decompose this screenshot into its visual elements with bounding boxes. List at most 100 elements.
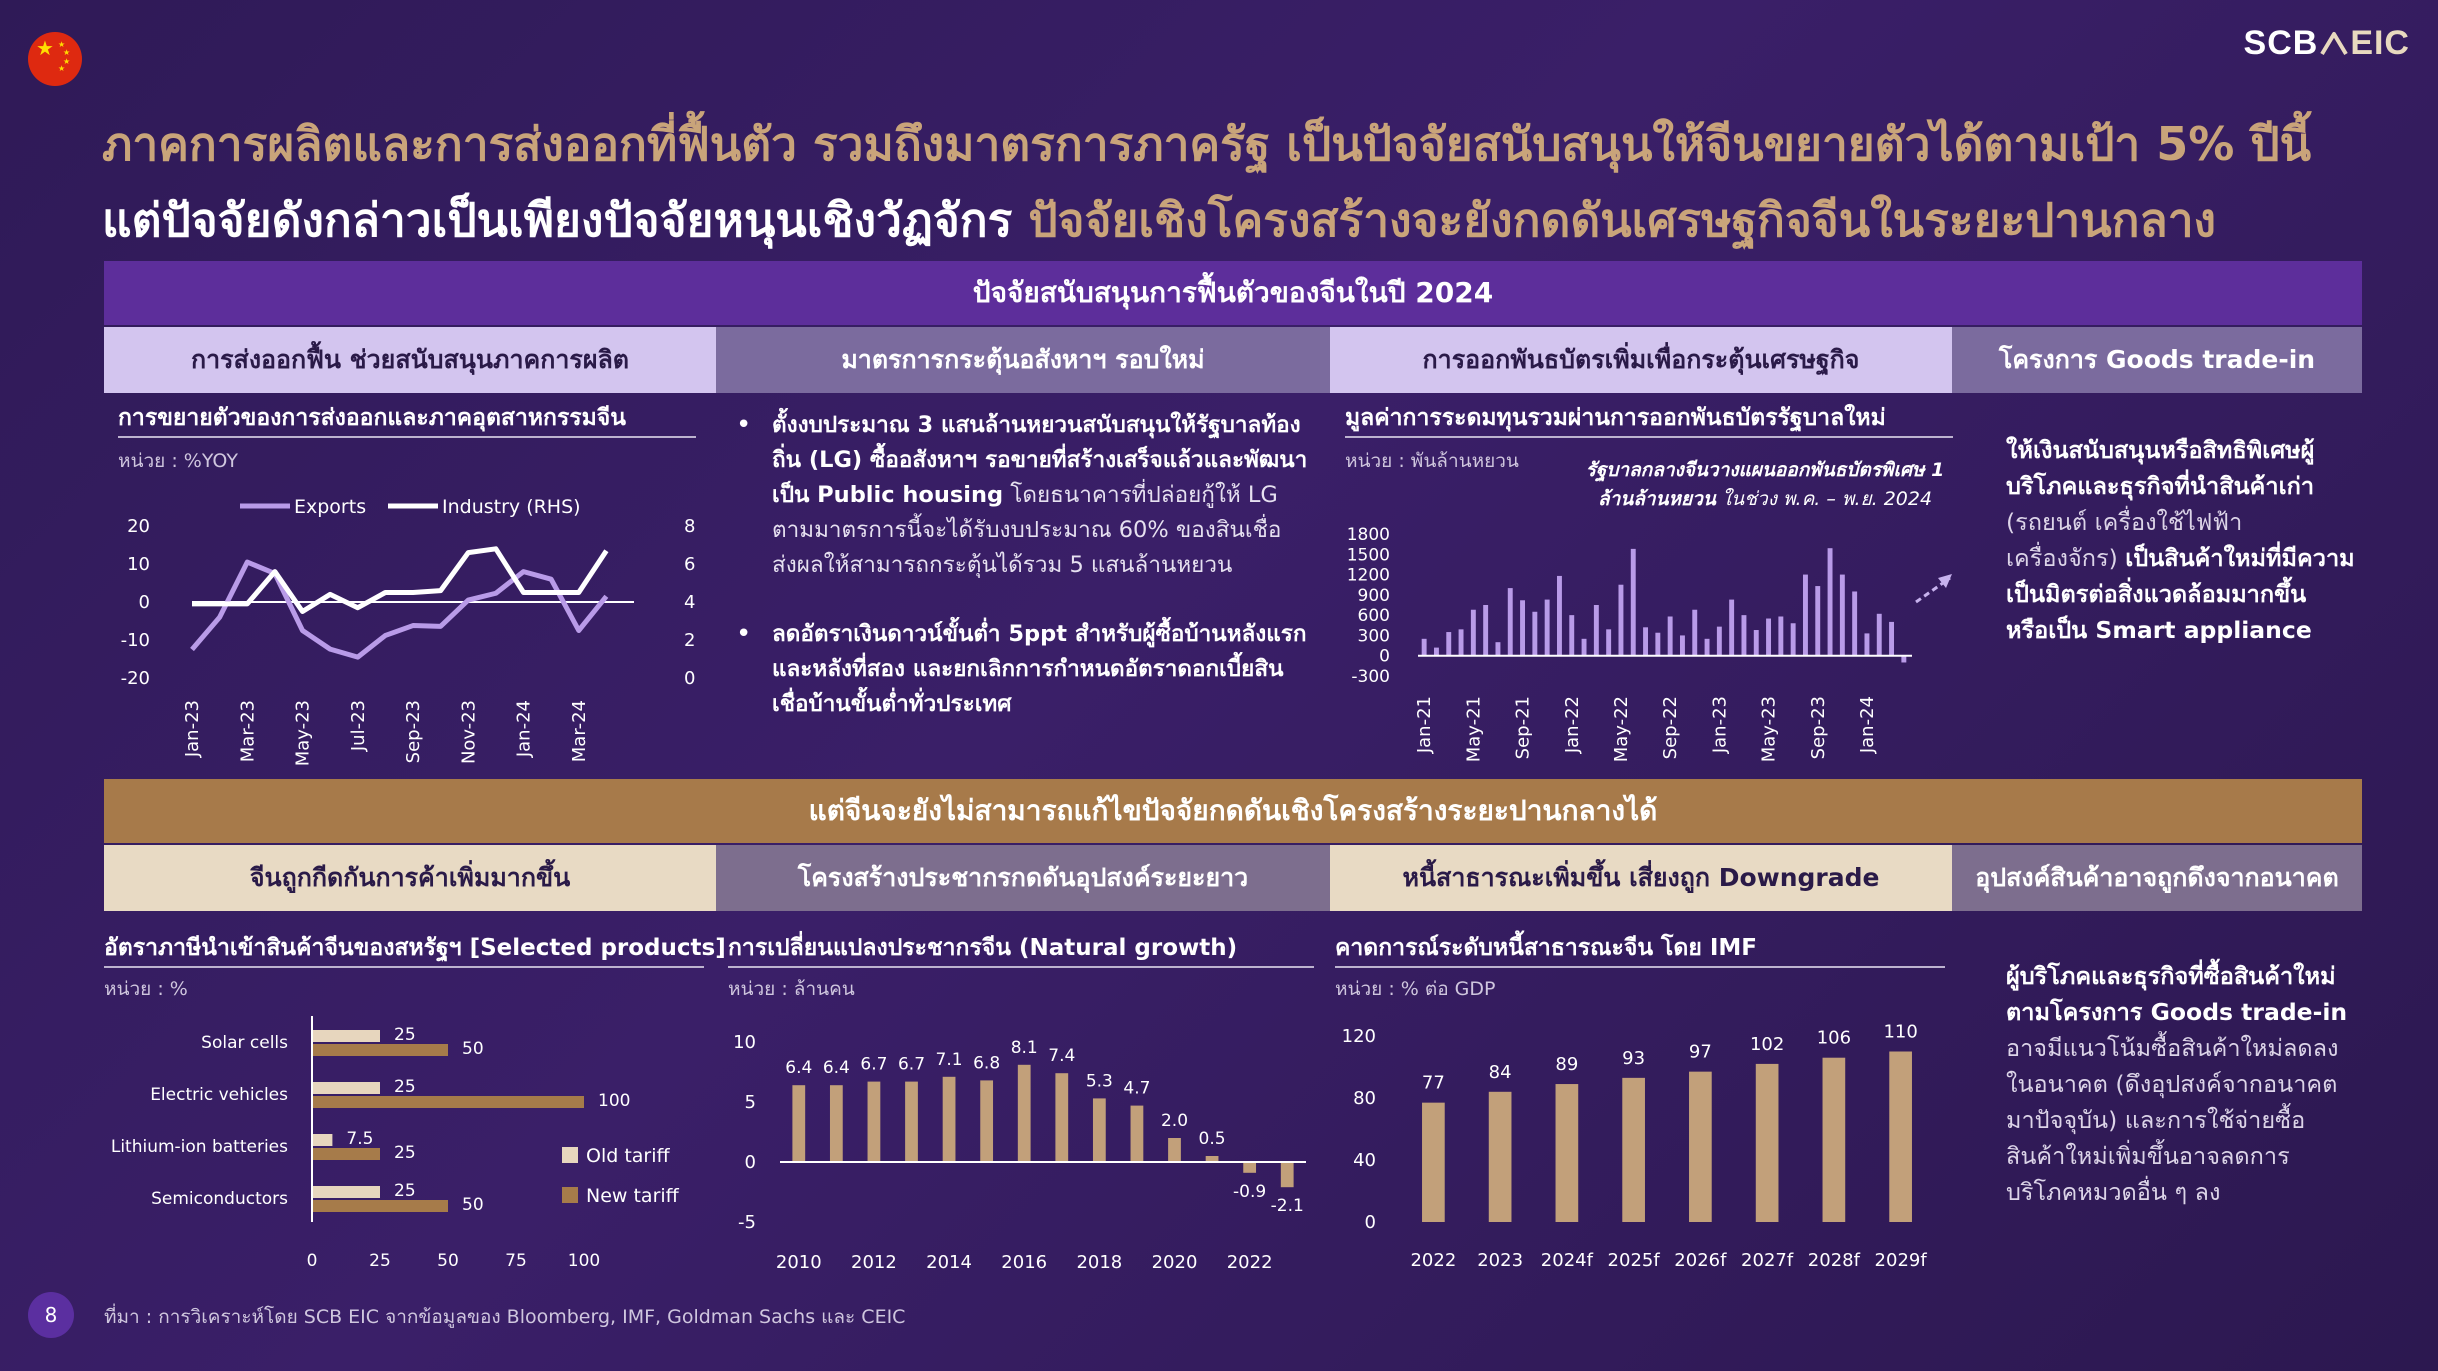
page-title-line1: ภาคการผลิตและการส่งออกที่ฟื้นตัว รวมถึงม…	[102, 117, 2312, 171]
population-chart-title: การเปลี่ยนแปลงประชากรจีน (Natural growth…	[728, 935, 1238, 961]
old-tariff-bar	[312, 1186, 380, 1198]
y-left-tick-label: 0	[139, 592, 150, 613]
bar-value-label: 25	[394, 1077, 416, 1097]
population-bar	[1168, 1138, 1181, 1162]
debt-bar	[1755, 1063, 1779, 1222]
exports-chart-unit: หน่วย : %YOY	[118, 450, 238, 472]
bond-bar	[1679, 635, 1685, 656]
x-tick-label: 50	[437, 1251, 459, 1271]
y-tick-label: 0	[1379, 647, 1390, 667]
x-tick-label: Sep-22	[1660, 696, 1681, 759]
property-measures: • ตั้งงบประมาณ 3 แสนล้านหยวนสนับสนุนให้ร…	[736, 408, 1316, 722]
bond-bar	[1495, 642, 1501, 656]
divider	[118, 436, 696, 438]
bar-value-label: 4.7	[1123, 1079, 1150, 1099]
bullet-text: ตั้งงบประมาณ 3 แสนล้านหยวนสนับสนุนให้รัฐ…	[772, 412, 1308, 578]
y-tick-label: 1500	[1347, 545, 1390, 565]
bar-value-label: 2.0	[1161, 1111, 1188, 1131]
bar-value-label: -0.9	[1233, 1182, 1266, 1202]
bond-bar	[1581, 638, 1587, 656]
bond-bar	[1864, 633, 1870, 656]
x-tick-label: Jan-24	[514, 700, 535, 758]
population-bar	[1280, 1162, 1294, 1188]
bar-value-label: 89	[1555, 1054, 1578, 1075]
x-tick-label: May-21	[1463, 696, 1484, 762]
bottom-col2-header: โครงสร้างประชากรกดดันอุปสงค์ระยะยาว	[716, 845, 1330, 911]
tariff-chart-unit: หน่วย : %	[104, 978, 188, 1000]
debt-chart-title: คาดการณ์ระดับหนี้สาธารณะจีน โดย IMF	[1335, 935, 1757, 961]
category-label: Solar cells	[201, 1033, 288, 1053]
bar-value-label: 77	[1422, 1073, 1445, 1094]
new-tariff-bar	[312, 1044, 448, 1056]
bond-bar	[1852, 591, 1858, 656]
house-roof-icon	[2320, 26, 2349, 56]
x-tick-label: May-23	[293, 700, 314, 766]
bar-value-label: 6.8	[973, 1053, 1000, 1073]
x-tick-label: 2022	[1227, 1252, 1273, 1273]
bullet-item: • ลดอัตราเงินดาวน์ขั้นต่ำ 5ppt สำหรับผู้…	[736, 617, 1316, 722]
population-bar	[1055, 1073, 1069, 1162]
population-bar	[829, 1085, 843, 1162]
top-section-band: ปัจจัยสนับสนุนการฟื้นตัวของจีนในปี 2024	[104, 261, 2362, 325]
bond-bar	[1630, 548, 1636, 656]
bond-chart-annotation: รัฐบาลกลางจีนวางแผนออกพันธบัตรพิเศษ 1 ล้…	[1585, 459, 1945, 510]
tariff-chart-title: อัตราภาษีนำเข้าสินค้าจีนของสหรัฐฯ [Selec…	[104, 935, 726, 961]
bond-bar	[1667, 616, 1673, 656]
top-col3-header: การออกพันธบัตรเพิ่มเพื่อกระตุ้นเศรษฐกิจ	[1330, 327, 1952, 393]
x-tick-label: 100	[568, 1251, 600, 1271]
bond-bar	[1643, 627, 1649, 656]
bar-value-label: 25	[394, 1143, 416, 1163]
x-tick-label: 2026f	[1674, 1250, 1727, 1271]
bar-value-label: 100	[598, 1091, 630, 1111]
y-tick-label: 1800	[1347, 525, 1390, 545]
bar-value-label: 102	[1750, 1034, 1784, 1055]
industry-line	[192, 546, 609, 614]
bond-bar	[1606, 629, 1612, 656]
bond-bar	[1421, 638, 1427, 656]
bottom-col1-header: จีนถูกกีดกันการค้าเพิ่มมากขึ้น	[104, 845, 716, 911]
debt-bar	[1822, 1057, 1846, 1222]
debt-bar	[1422, 1102, 1445, 1222]
x-tick-label: Sep-21	[1513, 696, 1534, 759]
exports-chart-title: การขยายตัวของการส่งออกและภาคอุตสาหกรรมจี…	[118, 405, 627, 431]
bar-value-label: 50	[462, 1195, 484, 1215]
x-tick-label: 2025f	[1608, 1250, 1661, 1271]
x-tick-label: Jan-23	[1709, 696, 1730, 754]
bar-value-label: 0.5	[1199, 1129, 1226, 1149]
page-number: 8	[28, 1292, 74, 1338]
bond-bar	[1704, 638, 1710, 656]
y-left-tick-label: -10	[121, 630, 150, 651]
debt-bar	[1689, 1071, 1712, 1222]
debt-chart-unit: หน่วย : % ต่อ GDP	[1335, 978, 1496, 1000]
population-bar	[942, 1076, 956, 1162]
bond-bar	[1692, 609, 1698, 656]
x-tick-label: 2023	[1477, 1250, 1523, 1271]
bond-bar	[1802, 574, 1808, 656]
bar-value-label: 6.4	[823, 1058, 850, 1078]
bond-bar	[1569, 615, 1575, 656]
x-tick-label: Jul-23	[348, 700, 369, 752]
old-tariff-bar	[312, 1030, 380, 1042]
x-tick-label: Jan-23	[182, 700, 203, 758]
bond-bar	[1741, 615, 1747, 656]
x-tick-label: 25	[369, 1251, 391, 1271]
bar-value-label: 5.3	[1086, 1071, 1113, 1091]
old-tariff-bar	[312, 1082, 380, 1094]
category-label: Lithium-ion batteries	[111, 1137, 288, 1157]
x-tick-label: 2027f	[1741, 1250, 1794, 1271]
bar-value-label: 106	[1817, 1028, 1851, 1049]
bond-bar	[1839, 574, 1845, 656]
population-bar	[1243, 1162, 1257, 1173]
page-title-line2: แต่ปัจจัยดังกล่าวเป็นเพียงปัจจัยหนุนเชิง…	[102, 193, 2216, 247]
us-tariff-chart: Solar cells 25 50 Electric vehicles 25 100 Lit…	[111, 1016, 680, 1271]
x-tick-label: 2018	[1076, 1252, 1122, 1273]
y-tick-label: 300	[1358, 626, 1390, 646]
top-col2-header: มาตรการกระตุ้นอสังหาฯ รอบใหม่	[716, 327, 1330, 393]
bond-bar	[1766, 618, 1772, 656]
y-right-tick-label: 6	[684, 554, 695, 575]
legend-label: Old tariff	[586, 1145, 671, 1167]
divider	[1335, 966, 1945, 968]
bar-value-label: 8.1	[1011, 1038, 1038, 1058]
bond-bar	[1458, 629, 1464, 656]
